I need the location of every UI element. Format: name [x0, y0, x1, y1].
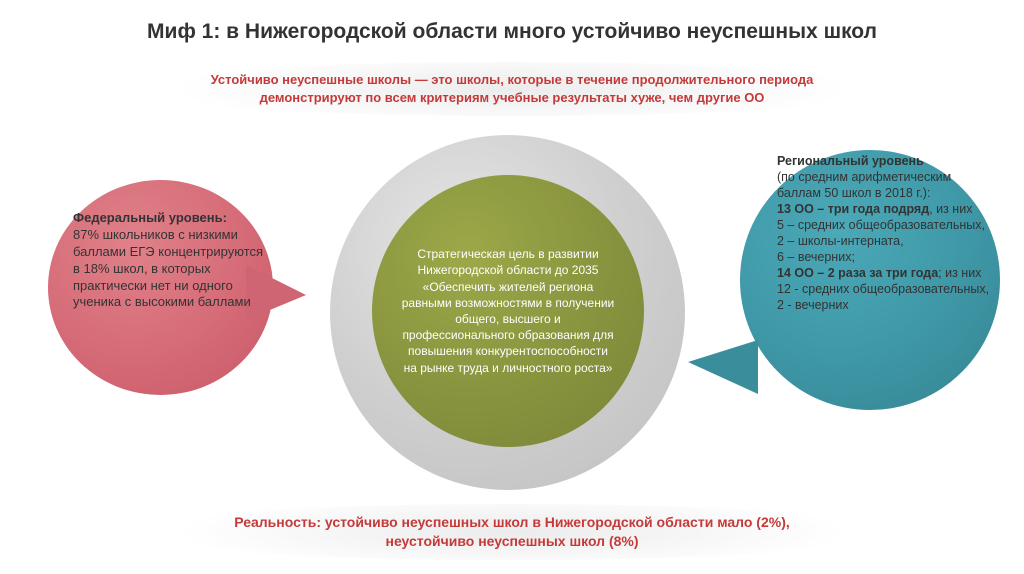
left-body: 87% школьников с низкими баллами ЕГЭ кон…	[73, 227, 263, 310]
right-l3: 2 – школы-интерната,	[777, 234, 904, 248]
right-l7: 2 - вечерних	[777, 298, 849, 312]
subtitle-text: Устойчиво неуспешные школы — это школы, …	[172, 71, 852, 106]
right-header: Региональный уровень	[777, 154, 924, 168]
subtitle-band: Устойчиво неуспешные школы — это школы, …	[112, 62, 912, 116]
bottom-band: Реальность: устойчиво неуспешных школ в …	[112, 504, 912, 560]
right-l5: ; из них	[938, 266, 981, 280]
left-text-block: Федеральный уровень: 87% школьников с ни…	[73, 210, 273, 311]
right-l4: 6 – вечерних;	[777, 250, 855, 264]
right-l6: 12 - средних общеобразовательных,	[777, 282, 989, 296]
right-text-block: Региональный уровень (по средним арифмет…	[777, 153, 995, 313]
right-l5b: 14 ОО – 2 раза за три года	[777, 266, 938, 280]
left-header: Федеральный уровень:	[73, 210, 227, 225]
right-l1b: 13 ОО – три года подряд	[777, 202, 929, 216]
right-l2: 5 – средних общеобразовательных,	[777, 218, 985, 232]
bottom-text: Реальность: устойчиво неуспешных школ в …	[192, 513, 832, 551]
page-title: Миф 1: в Нижегородской области много уст…	[0, 20, 1024, 44]
center-text: Стратегическая цель в развитии Нижегород…	[400, 246, 616, 376]
right-tail-icon	[688, 340, 758, 394]
center-inner-circle: Стратегическая цель в развитии Нижегород…	[372, 175, 644, 447]
right-l1: , из них	[929, 202, 972, 216]
right-sub: (по средним арифметическим баллам 50 шко…	[777, 170, 951, 200]
